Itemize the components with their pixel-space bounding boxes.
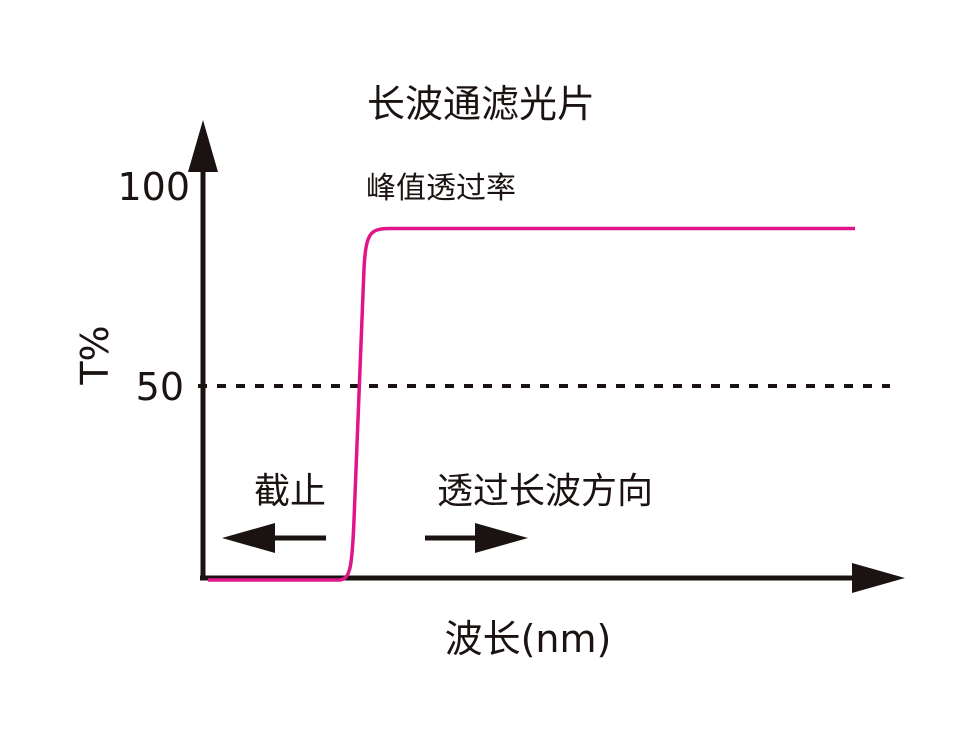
transmission-curve <box>208 226 855 582</box>
left-arrow-icon <box>222 523 326 553</box>
pass-annotation: 透过长波方向 <box>437 471 653 512</box>
chart-title: 长波通滤光片 <box>367 82 595 126</box>
peak-annotation: 峰值透过率 <box>366 171 516 206</box>
right-arrow-icon <box>425 523 528 553</box>
y-axis-label: T% <box>73 325 117 385</box>
x-axis-arrow <box>852 563 905 593</box>
cutoff-annotation: 截止 <box>254 471 326 512</box>
y-axis-arrow <box>188 120 218 172</box>
x-axis-label: 波长(nm) <box>445 617 612 661</box>
y-tick-100: 100 <box>117 165 190 209</box>
y-tick-50: 50 <box>136 365 184 409</box>
